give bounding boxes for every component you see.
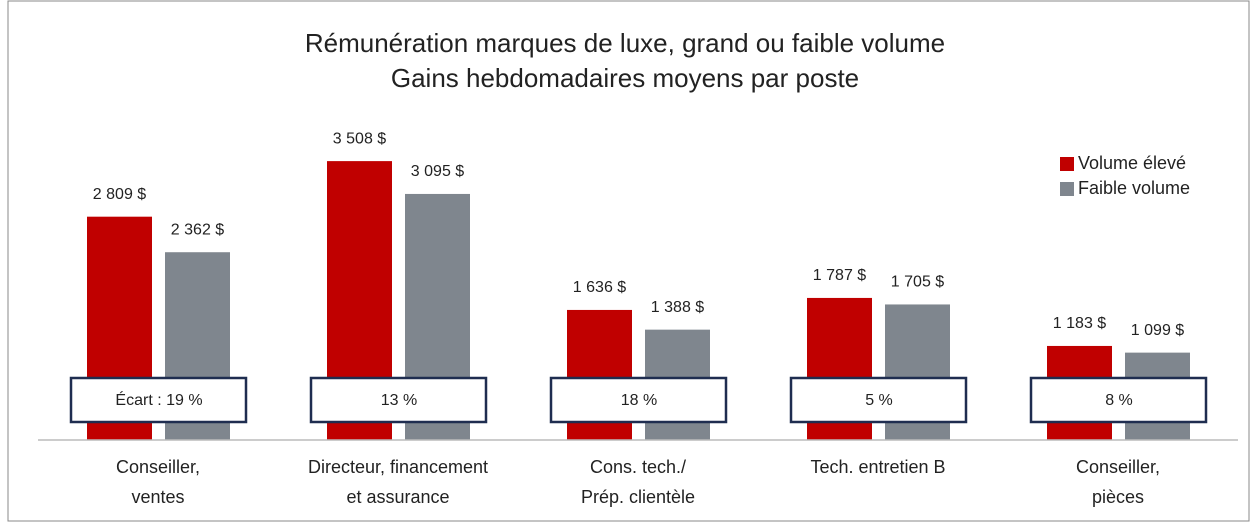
value-label: 2 362 $ bbox=[171, 221, 224, 238]
x-tick-label: ventes bbox=[131, 487, 184, 507]
annotation: Écart : 19 % bbox=[115, 390, 202, 409]
value-label: 1 183 $ bbox=[1053, 315, 1106, 332]
value-label: 1 099 $ bbox=[1131, 322, 1184, 339]
value-label: 3 095 $ bbox=[411, 163, 464, 180]
value-label: 2 809 $ bbox=[93, 186, 146, 203]
annotation: 13 % bbox=[381, 392, 417, 409]
legend-swatch bbox=[1060, 182, 1074, 196]
x-tick-label: Tech. entretien B bbox=[810, 457, 945, 477]
annotation-box bbox=[309, 376, 488, 424]
annotation: 8 % bbox=[1105, 392, 1133, 409]
value-label: 1 388 $ bbox=[651, 299, 704, 316]
annotation-box bbox=[549, 376, 728, 424]
annotation-box bbox=[1029, 376, 1208, 424]
annotation: 18 % bbox=[621, 392, 657, 409]
x-tick-label: et assurance bbox=[346, 487, 449, 507]
value-label: 1 705 $ bbox=[891, 274, 944, 291]
annotation-box bbox=[69, 376, 248, 424]
legend-swatch bbox=[1060, 157, 1074, 171]
chart-title: Rémunération marques de luxe, grand ou f… bbox=[305, 28, 945, 58]
x-tick-label: Cons. tech./ bbox=[590, 457, 686, 477]
value-label: 1 636 $ bbox=[573, 279, 626, 296]
value-label: 1 787 $ bbox=[813, 267, 866, 284]
legend-label: Volume élevé bbox=[1078, 153, 1186, 173]
chart-title: Gains hebdomadaires moyens par poste bbox=[391, 63, 859, 93]
x-tick-label: pièces bbox=[1092, 487, 1144, 507]
value-label: 3 508 $ bbox=[333, 130, 386, 147]
x-tick-label: Prép. clientèle bbox=[581, 487, 695, 507]
annotation: 5 % bbox=[865, 392, 893, 409]
annotation-box bbox=[789, 376, 968, 424]
x-tick-label: Conseiller, bbox=[1076, 457, 1160, 477]
x-tick-label: Directeur, financement bbox=[308, 457, 488, 477]
legend-label: Faible volume bbox=[1078, 178, 1190, 198]
x-tick-label: Conseiller, bbox=[116, 457, 200, 477]
